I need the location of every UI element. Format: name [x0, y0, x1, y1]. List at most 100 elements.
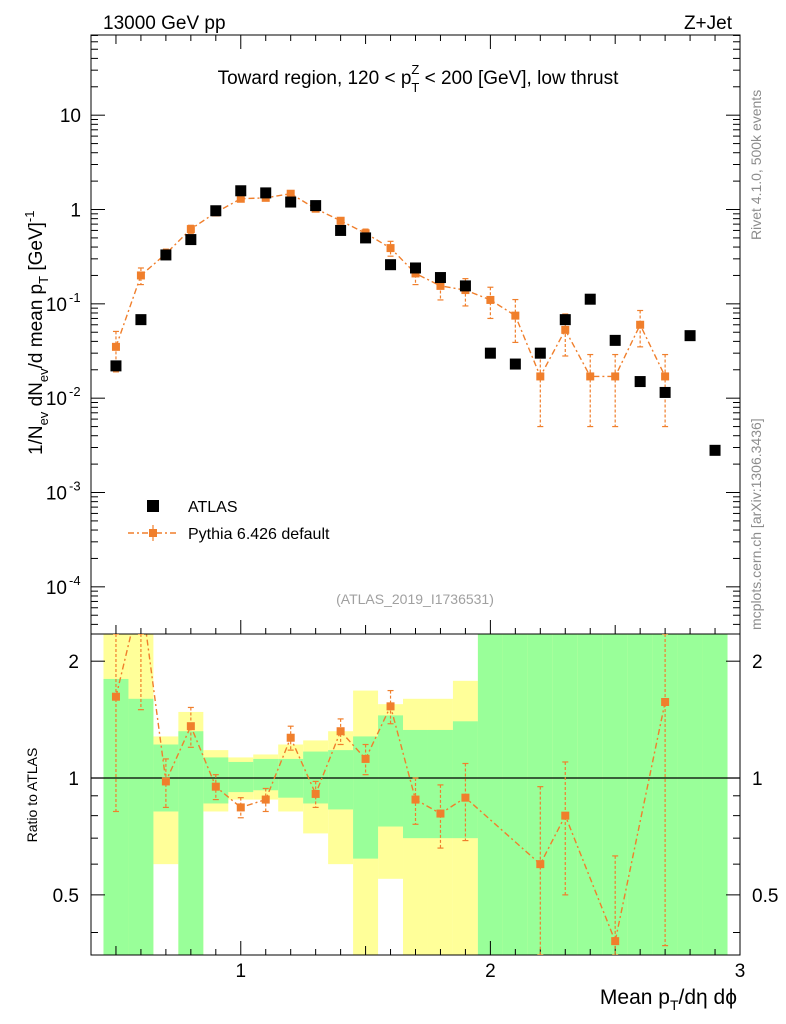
- title-sup: Z: [411, 62, 419, 77]
- ratio-y-tick-label: 0.5: [53, 886, 79, 907]
- ratio-band-inner: [577, 634, 603, 955]
- ratio-point: [211, 782, 220, 791]
- main-plot-frame: [90, 34, 741, 635]
- atlas-point: [260, 187, 272, 199]
- atlas-point: [110, 360, 122, 372]
- atlas-point: [185, 234, 197, 246]
- atlas-point: [335, 224, 347, 236]
- ratio-point: [561, 811, 570, 820]
- y-tick-label: 10: [60, 106, 81, 127]
- ratio-band-inner: [178, 731, 204, 955]
- ratio-band-inner: [228, 761, 254, 793]
- ylabel-c: /d mean p: [26, 284, 47, 369]
- ylabel-d-sup: -1: [22, 211, 37, 223]
- ylabel-a-sub: ev: [36, 411, 51, 425]
- atlas-point: [310, 200, 322, 212]
- ratio-point: [311, 789, 320, 798]
- ratio-band-inner: [328, 750, 354, 810]
- atlas-point: [160, 249, 172, 261]
- ratio-band-inner: [378, 715, 404, 827]
- y-tick-exponent: -2: [69, 384, 81, 399]
- ratio-point: [361, 754, 370, 763]
- title-suffix: < 200 [GeV], low thrust: [419, 68, 619, 89]
- title-prefix: Toward region, 120 < p: [218, 68, 412, 89]
- ratio-point: [186, 722, 195, 731]
- mc-point: [136, 271, 145, 280]
- y-tick-exponent: -3: [69, 479, 81, 494]
- ratio-point: [336, 727, 345, 736]
- mc-point: [661, 372, 670, 381]
- ylabel-a: 1/N: [26, 425, 47, 455]
- mc-point: [511, 311, 520, 320]
- xlabel-suffix: /dη dϕ: [679, 986, 737, 1009]
- legend-label: ATLAS: [188, 499, 238, 516]
- mc-point: [236, 194, 245, 203]
- atlas-point: [285, 196, 297, 208]
- x-tick-label: 2: [485, 961, 496, 982]
- xlabel-prefix: Mean p: [600, 986, 670, 1009]
- atlas-point: [659, 386, 671, 398]
- ratio-point: [111, 692, 120, 701]
- ratio-point: [261, 795, 270, 804]
- ratio-y-tick-label-right: 2: [752, 652, 763, 673]
- ratio-y-tick-label-right: 0.5: [752, 886, 778, 907]
- atlas-point: [410, 262, 421, 274]
- mc-point: [486, 295, 495, 304]
- ratio-band-inner: [253, 758, 279, 791]
- mc-point: [561, 325, 570, 334]
- y-tick-label: 10: [46, 389, 67, 410]
- title-sub: T: [411, 80, 419, 95]
- ratio-point: [411, 795, 420, 804]
- atlas-point: [434, 272, 446, 284]
- atlas-point: [584, 293, 596, 305]
- atlas-point: [509, 358, 521, 370]
- atlas-point: [459, 280, 471, 292]
- ylabel-b: dN: [26, 382, 47, 412]
- ratio-point: [286, 733, 295, 742]
- mc-point: [336, 216, 345, 225]
- ylabel-c-sub: T: [36, 276, 51, 284]
- atlas-point: [634, 376, 646, 388]
- ratio-band-inner: [502, 634, 528, 955]
- legend-mc-marker: [149, 529, 157, 537]
- ratio-band-inner: [128, 698, 154, 955]
- legend-label: Pythia 6.426 default: [188, 526, 330, 543]
- plot-title: Toward region, 120 < pZ T < 200 [GeV], lo…: [218, 62, 620, 95]
- ratio-ylabel: Ratio to ATLAS: [24, 748, 40, 843]
- mc-point: [586, 372, 595, 381]
- mc-series-line: [115, 192, 666, 379]
- x-axis-label: Mean pT/dη dϕ: [600, 986, 737, 1013]
- header-left-label: 13000 GeV pp: [103, 13, 226, 34]
- y-tick-exponent: -4: [69, 573, 81, 588]
- y-tick-label: 10: [46, 295, 67, 316]
- ratio-point: [536, 860, 545, 869]
- legend-atlas-marker: [147, 500, 159, 512]
- ratio-band-inner: [702, 634, 728, 955]
- ratio-y-tick-label-right: 1: [752, 769, 763, 790]
- ratio-point: [236, 803, 245, 812]
- atlas-point: [534, 347, 546, 359]
- ylabel-b-sub: ev: [36, 368, 51, 382]
- ratio-y-tick-label: 1: [68, 769, 79, 790]
- mc-point: [386, 244, 395, 253]
- atlas-point: [210, 205, 222, 217]
- x-tick-label: 1: [235, 961, 246, 982]
- xlabel-sub: T: [670, 997, 679, 1013]
- analysis-tag: (ATLAS_2019_I1736531): [336, 591, 494, 607]
- mc-point: [286, 189, 295, 198]
- ratio-band-inner: [477, 634, 503, 955]
- ylabel-d: [GeV]: [26, 222, 47, 276]
- mc-point: [111, 342, 120, 351]
- atlas-point: [684, 330, 696, 342]
- ratio-point: [436, 809, 445, 818]
- ratio-point: [386, 702, 395, 711]
- atlas-point: [609, 334, 621, 346]
- ratio-point: [661, 697, 670, 706]
- ratio-points-group: [111, 634, 670, 955]
- mc-point: [186, 225, 195, 234]
- x-tick-label: 3: [735, 961, 746, 982]
- header-right-label: Z+Jet: [684, 13, 733, 34]
- mc-point: [611, 372, 620, 381]
